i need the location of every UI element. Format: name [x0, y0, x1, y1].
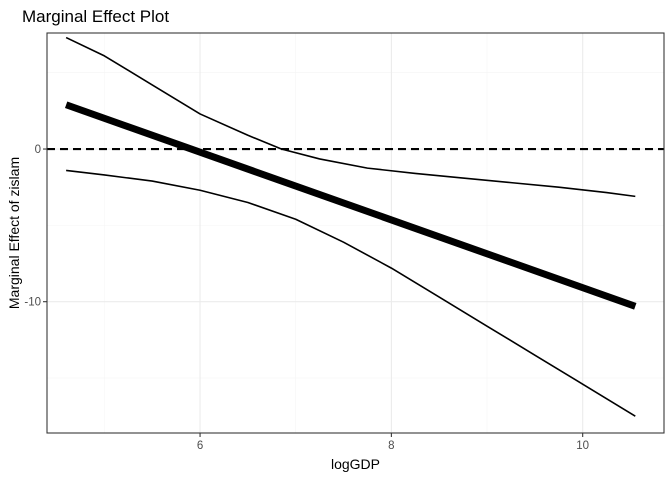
panel-border [46, 32, 665, 434]
axes-layer: 6 8 10 0 -10 [24, 144, 589, 452]
lower-bound-line [66, 169, 636, 417]
upper-bound-line [65, 36, 636, 198]
y-tick-label: 0 [35, 144, 41, 156]
x-axis-title: logGDP [331, 456, 380, 472]
data-layer [47, 36, 664, 417]
chart-title: Marginal Effect Plot [22, 7, 169, 26]
grid-layer [47, 33, 664, 433]
estimate-line [64, 101, 637, 310]
y-axis-title: Marginal Effect of zislam [6, 157, 22, 309]
y-tick-label: -10 [24, 297, 41, 309]
x-tick-label: 6 [197, 440, 203, 452]
x-tick-label: 10 [576, 440, 589, 452]
x-tick-label: 8 [388, 440, 394, 452]
